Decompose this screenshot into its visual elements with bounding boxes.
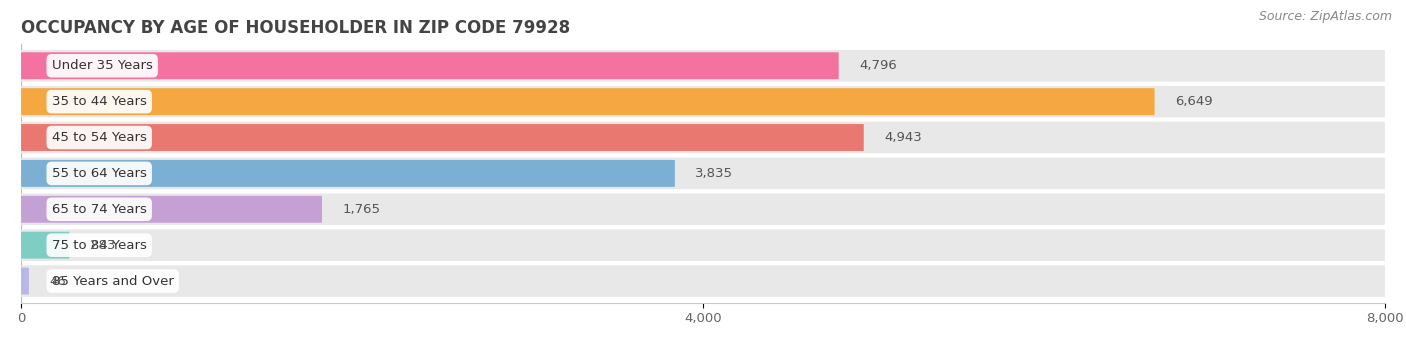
FancyBboxPatch shape [21,52,839,79]
FancyBboxPatch shape [21,122,1385,153]
FancyBboxPatch shape [21,196,322,223]
Text: 35 to 44 Years: 35 to 44 Years [52,95,146,108]
FancyBboxPatch shape [21,232,69,259]
FancyBboxPatch shape [21,265,1385,297]
Text: 1,765: 1,765 [343,203,381,216]
Text: 46: 46 [49,275,66,288]
Text: 55 to 64 Years: 55 to 64 Years [52,167,146,180]
Text: Under 35 Years: Under 35 Years [52,59,153,72]
Text: 4,796: 4,796 [859,59,897,72]
Text: 3,835: 3,835 [696,167,734,180]
FancyBboxPatch shape [21,88,1154,115]
Text: 65 to 74 Years: 65 to 74 Years [52,203,146,216]
Text: 45 to 54 Years: 45 to 54 Years [52,131,146,144]
FancyBboxPatch shape [21,86,1385,117]
Text: Source: ZipAtlas.com: Source: ZipAtlas.com [1258,10,1392,23]
Text: 4,943: 4,943 [884,131,922,144]
Text: OCCUPANCY BY AGE OF HOUSEHOLDER IN ZIP CODE 79928: OCCUPANCY BY AGE OF HOUSEHOLDER IN ZIP C… [21,19,571,37]
Text: 75 to 84 Years: 75 to 84 Years [52,239,146,252]
FancyBboxPatch shape [21,193,1385,225]
FancyBboxPatch shape [21,124,863,151]
Text: 6,649: 6,649 [1175,95,1213,108]
Text: 283: 283 [90,239,115,252]
Text: 85 Years and Over: 85 Years and Over [52,275,174,288]
FancyBboxPatch shape [21,160,675,187]
FancyBboxPatch shape [21,50,1385,82]
FancyBboxPatch shape [21,230,1385,261]
FancyBboxPatch shape [21,158,1385,189]
FancyBboxPatch shape [21,268,30,294]
